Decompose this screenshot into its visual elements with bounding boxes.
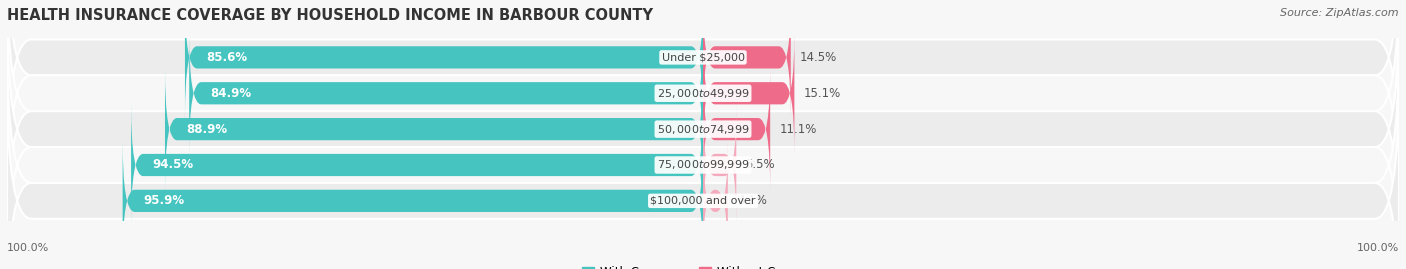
FancyBboxPatch shape — [122, 140, 703, 261]
Text: 85.6%: 85.6% — [207, 51, 247, 64]
FancyBboxPatch shape — [7, 3, 1399, 255]
Text: $100,000 and over: $100,000 and over — [650, 196, 756, 206]
Text: 100.0%: 100.0% — [1357, 243, 1399, 253]
FancyBboxPatch shape — [703, 0, 790, 118]
Text: Source: ZipAtlas.com: Source: ZipAtlas.com — [1281, 8, 1399, 18]
FancyBboxPatch shape — [131, 104, 703, 226]
Text: $75,000 to $99,999: $75,000 to $99,999 — [657, 158, 749, 171]
Text: 100.0%: 100.0% — [7, 243, 49, 253]
FancyBboxPatch shape — [190, 33, 703, 154]
Text: 11.1%: 11.1% — [779, 123, 817, 136]
Text: $25,000 to $49,999: $25,000 to $49,999 — [657, 87, 749, 100]
FancyBboxPatch shape — [186, 0, 703, 118]
Text: $50,000 to $74,999: $50,000 to $74,999 — [657, 123, 749, 136]
FancyBboxPatch shape — [703, 140, 728, 261]
Text: 14.5%: 14.5% — [800, 51, 837, 64]
FancyBboxPatch shape — [7, 75, 1399, 269]
FancyBboxPatch shape — [703, 104, 737, 226]
FancyBboxPatch shape — [703, 69, 770, 190]
Text: 15.1%: 15.1% — [803, 87, 841, 100]
Text: Under $25,000: Under $25,000 — [661, 52, 745, 62]
FancyBboxPatch shape — [703, 33, 794, 154]
FancyBboxPatch shape — [7, 40, 1399, 269]
FancyBboxPatch shape — [7, 0, 1399, 183]
Text: 95.9%: 95.9% — [143, 194, 186, 207]
FancyBboxPatch shape — [7, 0, 1399, 219]
Text: HEALTH INSURANCE COVERAGE BY HOUSEHOLD INCOME IN BARBOUR COUNTY: HEALTH INSURANCE COVERAGE BY HOUSEHOLD I… — [7, 8, 652, 23]
FancyBboxPatch shape — [165, 69, 703, 190]
Text: 5.5%: 5.5% — [745, 158, 775, 171]
Text: 4.1%: 4.1% — [737, 194, 766, 207]
Legend: With Coverage, Without Coverage: With Coverage, Without Coverage — [578, 262, 828, 269]
Text: 84.9%: 84.9% — [211, 87, 252, 100]
Text: 88.9%: 88.9% — [186, 123, 228, 136]
Text: 94.5%: 94.5% — [152, 158, 194, 171]
